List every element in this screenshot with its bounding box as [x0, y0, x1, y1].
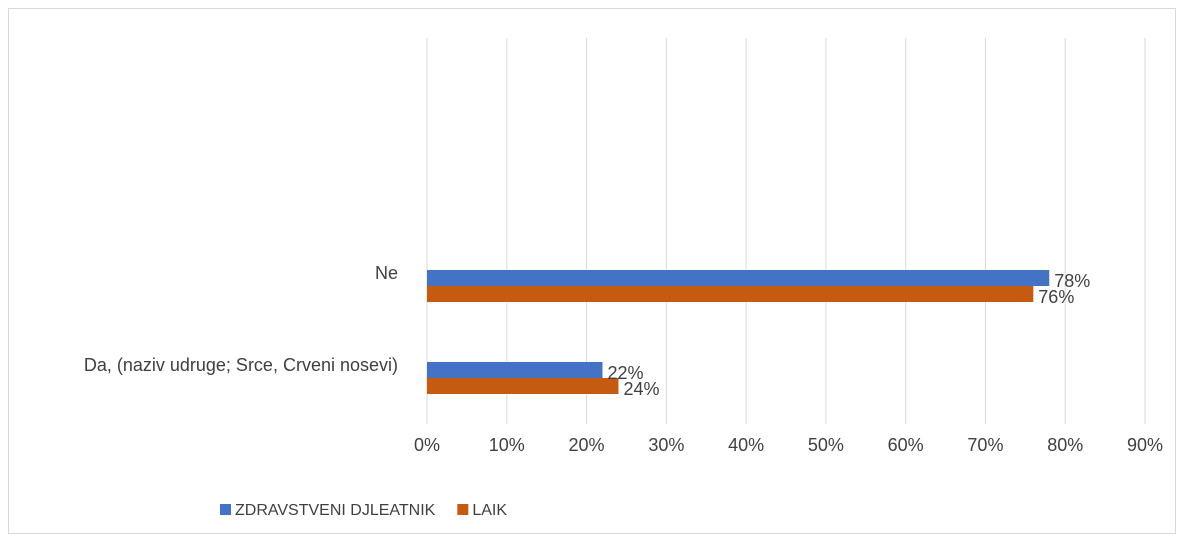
- x-tick-label: 30%: [648, 435, 684, 455]
- legend-swatch: [220, 504, 231, 515]
- legend-swatch: [457, 504, 469, 515]
- data-label: 24%: [623, 379, 659, 399]
- category-labels: Ne Da, (naziv udruge; Srce, Crveni nosevi…: [84, 263, 398, 375]
- x-tick-label: 50%: [808, 435, 844, 455]
- category-label: Ne: [375, 263, 398, 283]
- x-tick-label: 20%: [569, 435, 605, 455]
- bar-zdravstveni-djleatnik-1: [427, 362, 603, 378]
- x-tick-labels: 0% 10% 20% 30% 40% 50% 60% 70% 80% 90%: [414, 435, 1163, 455]
- data-label: 22%: [608, 363, 644, 383]
- x-tick-label: 0%: [414, 435, 440, 455]
- bars: [427, 270, 1050, 394]
- x-tick-label: 40%: [728, 435, 764, 455]
- x-tick-label: 70%: [967, 435, 1003, 455]
- bar-laik-1: [427, 378, 619, 394]
- x-tick-label: 60%: [888, 435, 924, 455]
- gridlines: [426, 38, 1146, 424]
- category-label: Da, (naziv udruge; Srce, Crveni nosevi): [84, 355, 398, 375]
- legend-label: LAIK: [472, 502, 507, 519]
- legend-label: ZDRAVSTVENI DJLEATNIK: [235, 502, 436, 519]
- x-tick-label: 90%: [1127, 435, 1163, 455]
- x-tick-label: 10%: [489, 435, 525, 455]
- data-label: 76%: [1038, 287, 1074, 307]
- data-labels: 78%76% 22%24%: [608, 271, 1091, 399]
- legend: ZDRAVSTVENI DJLEATNIK LAIK: [220, 502, 507, 519]
- bar-laik-0: [427, 286, 1034, 302]
- data-label: 78%: [1054, 271, 1090, 291]
- x-tick-label: 80%: [1047, 435, 1083, 455]
- bar-zdravstveni-djleatnik-0: [427, 270, 1050, 286]
